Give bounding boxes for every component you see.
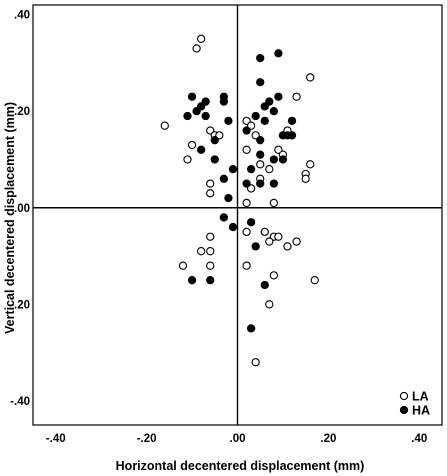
data-point-ha [224,193,233,203]
data-point-ha [187,92,197,101]
data-point-ha [256,136,265,145]
data-point-ha [269,155,279,164]
data-point-ha [251,242,260,251]
x-tick-label: .40 [411,433,427,445]
data-point-la [206,232,215,241]
y-tick-label: -.40 [10,396,30,408]
data-point-la [192,44,201,53]
data-point-la [242,227,251,237]
data-point-la [310,276,319,285]
data-point-ha [192,107,201,116]
data-point-ha [201,111,210,121]
x-tick-label: .20 [320,433,336,445]
data-point-la [206,189,215,198]
data-point-la [187,140,197,150]
legend-label-ha: HA [412,404,430,418]
data-point-la [292,92,301,101]
data-point-ha [260,102,269,111]
data-point-ha [206,276,215,285]
legend-marker-la [399,391,409,401]
data-point-ha [228,164,238,174]
data-point-la [265,237,274,246]
data-point-la [283,242,292,251]
data-point-ha [228,222,238,232]
x-tick-label: .00 [230,433,246,445]
tick-labels: -.40 -.20 .00 .20 .40 -.40 -.20 .00 .20 .40 [10,10,427,445]
data-point-ha [224,116,233,126]
data-point-la [178,261,188,270]
data-point-ha [260,280,269,290]
data-point-ha [242,179,251,188]
data-point-ha [287,116,297,126]
legend-label-la: LA [412,390,429,404]
data-point-ha [219,174,229,183]
y-tick-label: .00 [14,203,30,215]
data-point-la [242,198,251,208]
data-point-ha [210,136,219,145]
data-point-la [265,300,274,309]
data-point-ha [187,276,197,285]
data-point-ha [269,107,279,116]
data-point-la [242,145,251,154]
data-point-ha [242,126,251,135]
data-point-la [206,179,215,188]
data-point-ha [256,78,265,87]
data-point-la [269,271,279,280]
data-point-la [301,174,310,183]
data-point-ha [196,145,206,154]
data-point-ha [256,150,265,159]
data-points [160,34,319,367]
data-point-la [206,261,215,270]
data-point-ha [274,92,283,101]
data-point-ha [256,179,265,188]
data-point-la [292,237,301,246]
data-point-la [256,160,265,169]
y-axis-label: Vertical decentered displacement (mm) [3,102,17,334]
data-point-ha [219,213,229,222]
data-point-la [196,34,206,43]
data-point-ha [201,97,210,106]
data-point-la [242,261,251,270]
data-point-la [306,73,315,82]
data-point-ha [256,53,265,63]
data-point-ha [183,111,192,121]
data-point-la [265,164,274,174]
data-point-ha [219,97,229,106]
x-axis-label: Horizontal decentered displacement (mm) [116,459,365,473]
y-tick-label: -.20 [10,299,30,311]
data-point-ha [210,155,219,164]
data-point-la [160,121,169,130]
data-point-la [274,232,283,241]
data-point-ha [260,116,269,126]
data-point-ha [269,179,279,188]
data-point-la [196,247,206,256]
data-point-la [206,247,215,256]
data-point-la [183,155,192,164]
data-point-la [269,198,279,208]
data-point-la [306,160,315,169]
y-tick-label: .20 [14,106,30,118]
data-point-ha [278,155,288,164]
y-tick-label: .40 [14,10,30,22]
data-point-ha [246,324,256,333]
data-point-ha [287,131,297,140]
data-point-ha [246,218,256,227]
data-point-la [251,358,260,367]
data-point-ha [274,49,283,58]
data-point-ha [246,164,256,174]
data-point-ha [251,111,260,121]
x-tick-label: -.40 [46,433,66,445]
x-tick-label: -.20 [137,433,157,445]
legend-marker-ha [399,405,409,415]
data-point-la [260,227,269,237]
